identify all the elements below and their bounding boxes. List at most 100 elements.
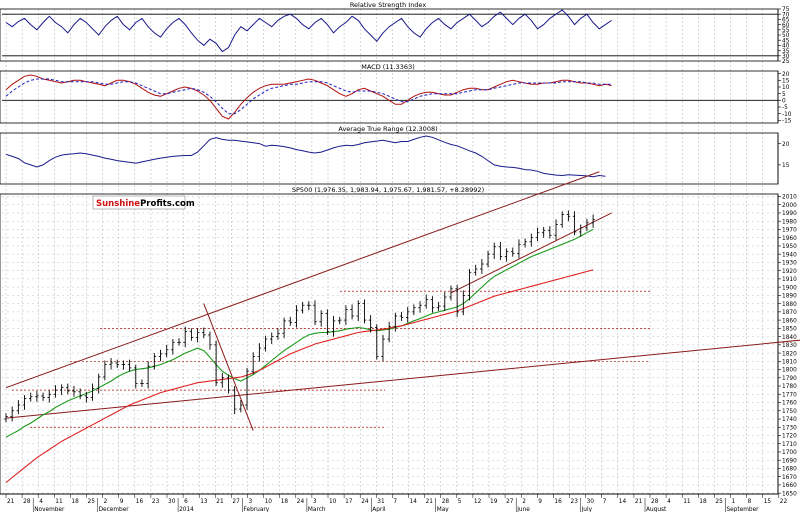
price-bar xyxy=(399,311,404,321)
price-bar xyxy=(517,239,521,259)
price-bar xyxy=(331,315,336,337)
price-bar xyxy=(510,247,515,257)
grid-layer xyxy=(5,9,763,494)
price-bar xyxy=(344,305,348,326)
rsi-tick-label: 75 xyxy=(782,7,790,13)
day-label: 22 xyxy=(780,499,788,505)
price-bar xyxy=(467,269,472,301)
price-bar xyxy=(560,211,564,228)
price-bar xyxy=(201,327,206,339)
day-label: 5 xyxy=(458,499,462,505)
logo-frame xyxy=(92,195,186,210)
price-bar xyxy=(356,300,361,321)
day-label: 17 xyxy=(345,499,353,505)
price-bar xyxy=(208,331,212,350)
day-label: 8 xyxy=(748,499,752,505)
trend-line xyxy=(203,303,254,431)
macd-frame xyxy=(0,70,779,124)
price-bar xyxy=(375,324,379,360)
price-bar xyxy=(424,294,429,309)
price-bar xyxy=(430,296,435,313)
price-bar xyxy=(455,284,459,317)
trend-line xyxy=(450,212,612,294)
sp500-tick-label: 1750 xyxy=(782,409,797,415)
rsi-tick-label: 30 xyxy=(782,54,790,60)
atr-series-line xyxy=(5,135,606,178)
rsi-tick-label: 60 xyxy=(782,23,790,29)
price-bar xyxy=(226,374,231,394)
macd-series-line xyxy=(5,78,612,115)
price-bar xyxy=(239,400,243,413)
price-bar xyxy=(368,315,373,333)
price-bar xyxy=(158,349,163,362)
atr-frame xyxy=(0,132,779,185)
sp500-tick-label: 1950 xyxy=(782,244,797,250)
day-label: 23 xyxy=(571,499,579,505)
rsi-title: Relative Strength Index xyxy=(350,1,427,9)
macd-tick-label: 10 xyxy=(782,85,790,91)
day-label: 18 xyxy=(699,499,707,505)
price-bar xyxy=(405,306,410,323)
day-label: 30 xyxy=(587,499,595,505)
atr-title: Average True Range (12.3008) xyxy=(338,125,437,133)
day-label: 21 xyxy=(216,499,224,505)
day-label: 19 xyxy=(490,499,498,505)
price-bar xyxy=(387,321,391,343)
day-label: 4 xyxy=(39,499,43,505)
price-bar xyxy=(585,218,589,232)
price-bar xyxy=(350,304,354,320)
month-label: April xyxy=(372,507,386,512)
price-bar xyxy=(436,301,441,312)
month-label: March xyxy=(308,507,326,512)
price-bar xyxy=(146,361,150,389)
rsi-tick-label: 40 xyxy=(782,44,790,50)
month-label: August xyxy=(646,507,667,512)
sp500-tick-label: 1890 xyxy=(782,294,797,300)
sp500-tick-label: 1740 xyxy=(782,417,797,423)
price-bar xyxy=(541,226,546,238)
day-label: 21 xyxy=(7,499,15,505)
price-bar xyxy=(288,316,293,326)
sp500-tick-label: 1660 xyxy=(782,483,797,489)
price-bar xyxy=(578,224,583,237)
day-label: 31 xyxy=(377,499,385,505)
price-bar xyxy=(127,359,132,372)
sp500-tick-label: 1960 xyxy=(782,236,797,242)
sp500-tick-label: 1680 xyxy=(782,467,797,473)
day-label: 2 xyxy=(522,499,526,505)
price-bar xyxy=(232,386,237,415)
price-bar xyxy=(189,328,194,341)
price-bar xyxy=(220,372,225,388)
price-bar xyxy=(294,305,299,328)
sp500-tick-label: 2010 xyxy=(782,195,797,201)
atr-tick-label: 15 xyxy=(782,163,790,169)
rsi-tick-label: 35 xyxy=(782,49,790,55)
rsi-tick-label: 45 xyxy=(782,38,790,44)
price-bar xyxy=(90,383,95,401)
day-label: 4 xyxy=(667,499,671,505)
price-bar xyxy=(66,383,70,395)
price-bar xyxy=(78,388,82,400)
day-label: 9 xyxy=(120,499,124,505)
price-bar xyxy=(47,390,52,403)
day-label: 11 xyxy=(683,499,691,505)
sp500-tick-label: 1880 xyxy=(782,302,797,308)
day-label: 14 xyxy=(410,499,418,505)
sma-red-line xyxy=(5,269,594,483)
price-bar xyxy=(461,290,466,316)
price-bar xyxy=(72,386,76,397)
price-bar xyxy=(523,238,527,248)
day-label: 13 xyxy=(200,499,208,505)
day-label: 7 xyxy=(603,499,607,505)
logo-text: SunshineProfits.com xyxy=(96,199,195,209)
sp500-tick-label: 1900 xyxy=(782,285,797,291)
sp500-tick-label: 1990 xyxy=(782,211,797,217)
day-label: 21 xyxy=(426,499,434,505)
sp500-tick-label: 1670 xyxy=(782,475,797,481)
price-bar xyxy=(282,317,286,339)
sp500-tick-label: 1760 xyxy=(782,401,797,407)
sp500-tick-label: 1870 xyxy=(782,310,797,316)
sp500-panel: 1650 1660 1670 1680 1690 1700 1710 1720 1730 1740… xyxy=(0,171,800,497)
